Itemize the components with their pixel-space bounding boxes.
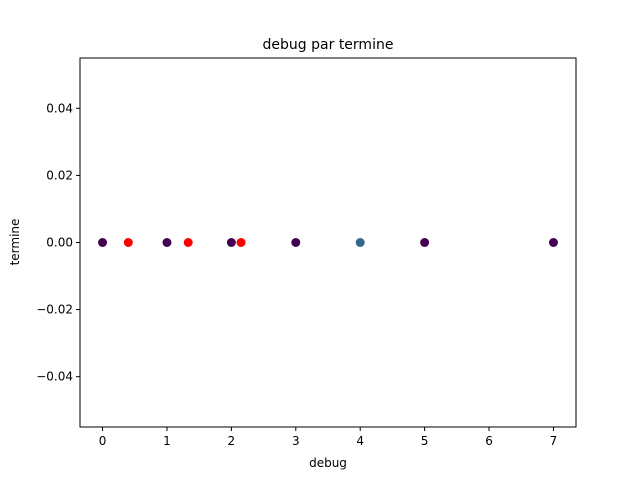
data-point xyxy=(98,238,108,247)
x-tick-label: 5 xyxy=(421,434,429,448)
x-tick-label: 0 xyxy=(99,434,107,448)
data-point xyxy=(183,238,193,247)
data-point xyxy=(420,238,430,247)
y-tick-label: 0.04 xyxy=(46,101,73,115)
y-tick-label: −0.02 xyxy=(36,303,73,317)
x-axis-label: debug xyxy=(309,456,347,470)
data-point xyxy=(548,238,558,247)
chart-title: debug par termine xyxy=(263,37,394,53)
y-axis: −0.04 −0.02 0.00 0.02 0.04 xyxy=(36,101,80,384)
y-axis-label: termine xyxy=(8,219,22,266)
y-tick-label: 0.00 xyxy=(46,236,73,250)
x-tick-label: 2 xyxy=(228,434,236,448)
data-point xyxy=(291,238,301,247)
x-tick-label: 4 xyxy=(356,434,364,448)
data-point xyxy=(355,238,365,247)
data-point xyxy=(123,238,133,247)
x-tick-label: 6 xyxy=(485,434,493,448)
x-axis: 0 1 2 3 4 5 6 7 xyxy=(99,427,558,448)
data-point xyxy=(162,238,172,247)
y-tick-label: −0.04 xyxy=(36,370,73,384)
y-tick-label: 0.02 xyxy=(46,168,73,182)
x-tick-label: 1 xyxy=(163,434,171,448)
data-point xyxy=(236,238,246,247)
data-point xyxy=(226,238,236,247)
x-tick-label: 3 xyxy=(292,434,300,448)
x-tick-label: 7 xyxy=(550,434,558,448)
data-points xyxy=(98,238,558,247)
